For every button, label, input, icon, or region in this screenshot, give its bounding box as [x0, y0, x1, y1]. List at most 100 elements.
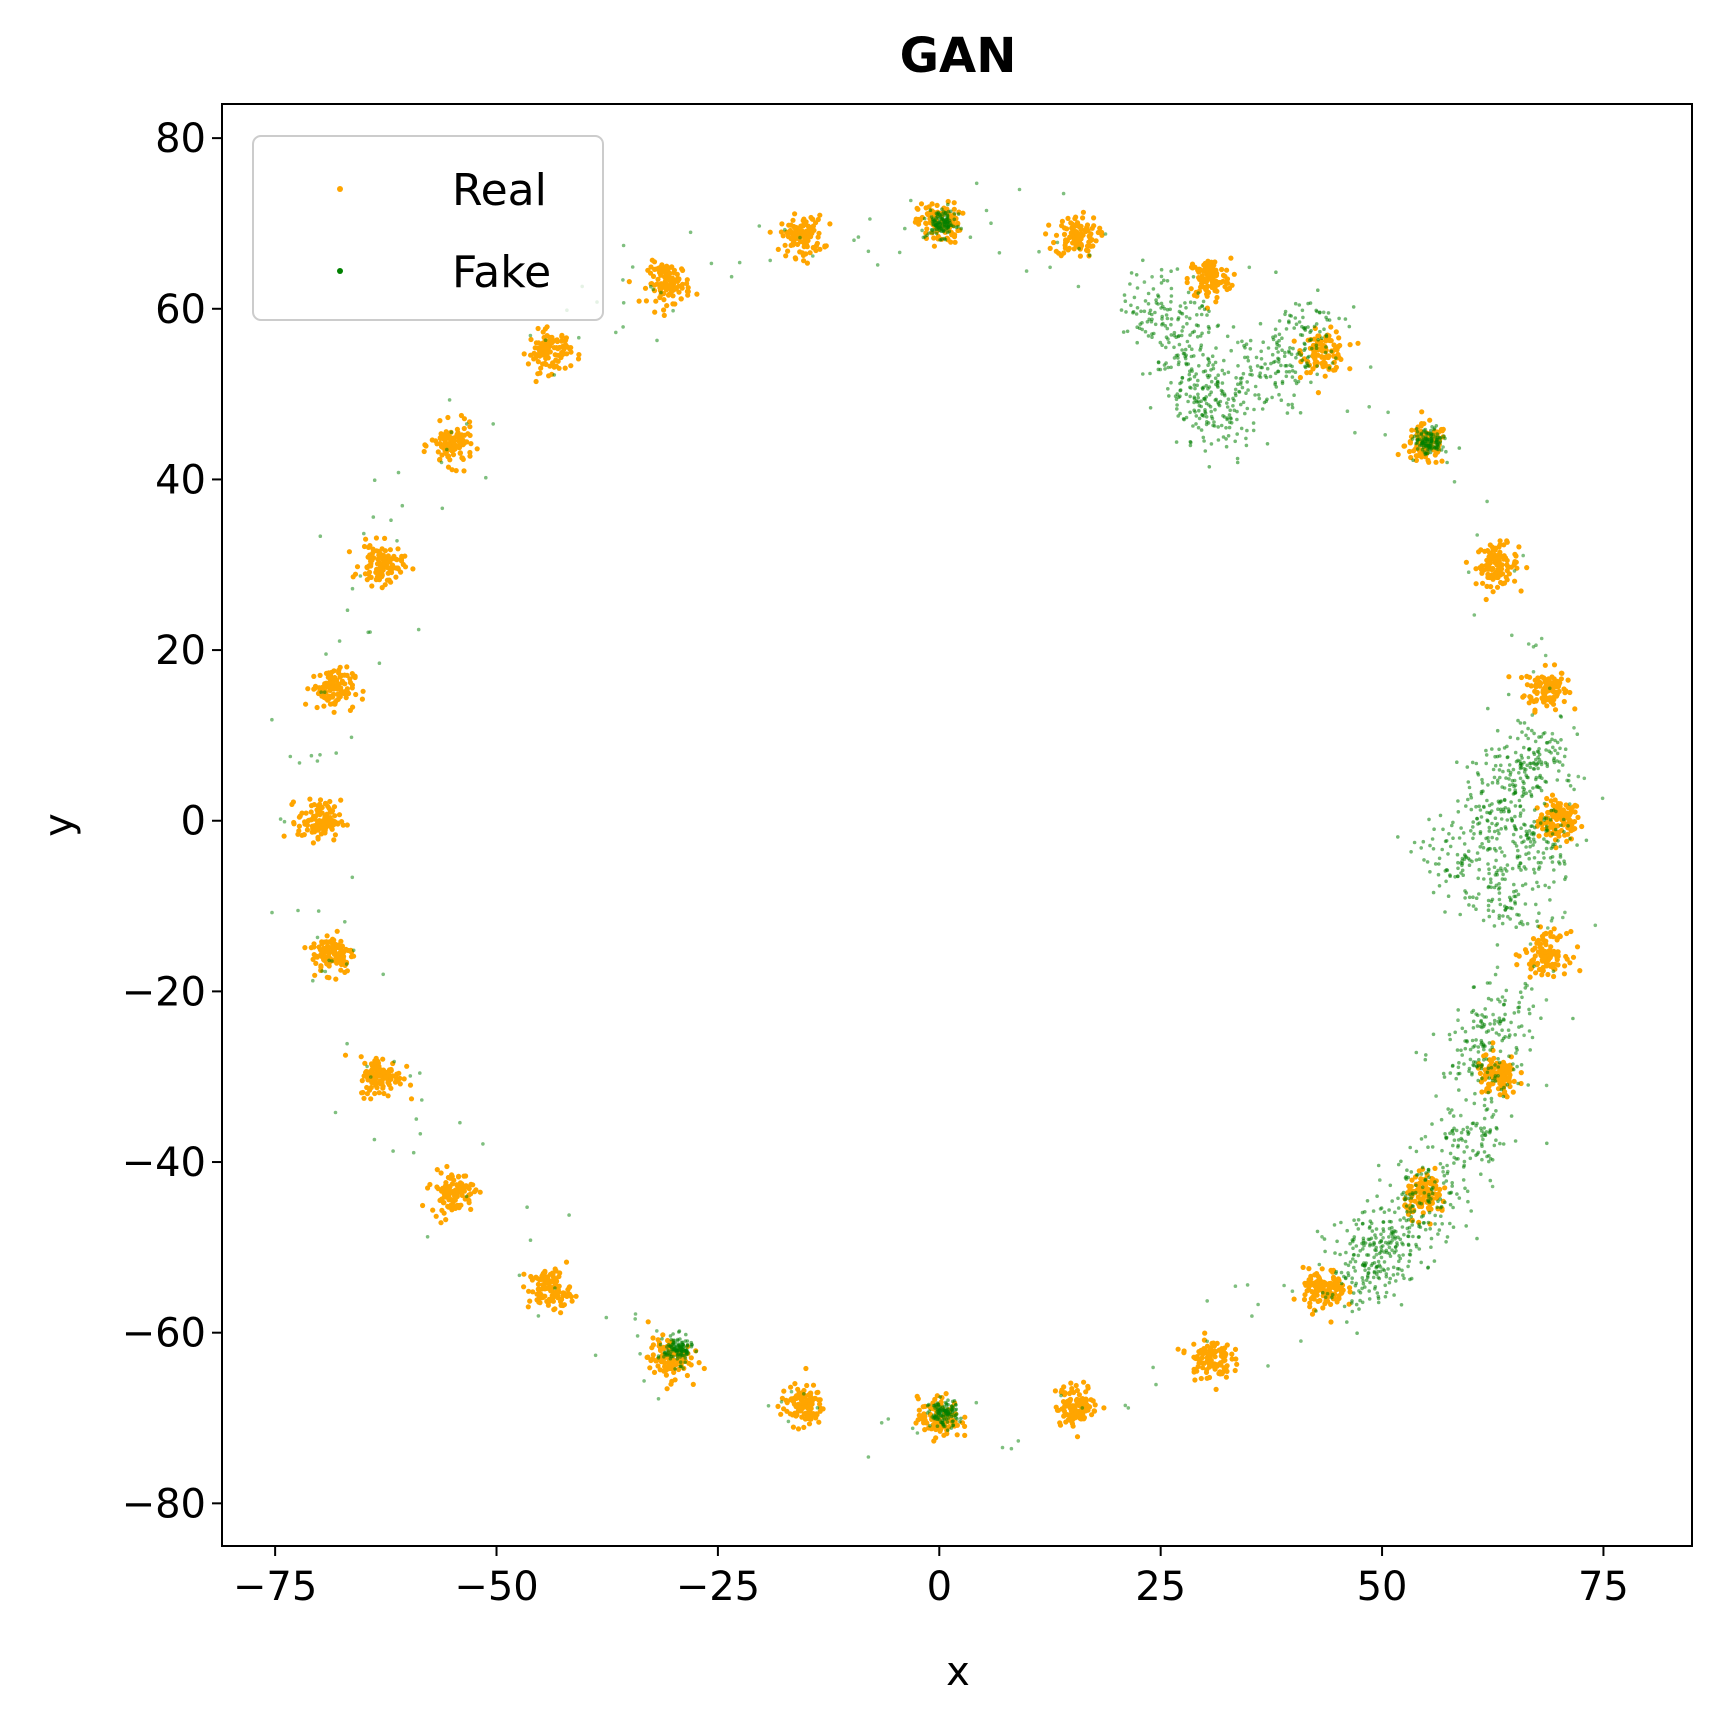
- fake-point: [1216, 425, 1220, 429]
- fake-point: [951, 1410, 955, 1415]
- fake-point: [1490, 1158, 1495, 1162]
- real-point: [446, 1204, 452, 1210]
- fake-point: [1297, 320, 1302, 324]
- fake-point: [1511, 782, 1515, 787]
- fake-point: [1425, 451, 1430, 456]
- real-point: [1222, 1357, 1228, 1363]
- fake-point: [1324, 345, 1328, 349]
- fake-point: [668, 1334, 673, 1338]
- real-point: [797, 249, 803, 255]
- fake-point: [1123, 299, 1128, 304]
- fake-point: [1536, 850, 1540, 854]
- real-point: [1488, 584, 1494, 590]
- fake-point: [1277, 344, 1281, 348]
- real-point: [1486, 1081, 1492, 1087]
- fake-point: [1430, 446, 1434, 450]
- real-point: [299, 810, 305, 816]
- fake-point: [1175, 407, 1179, 411]
- fake-point: [1538, 773, 1542, 778]
- fake-point: [927, 231, 931, 235]
- fake-point: [1497, 916, 1501, 920]
- real-point: [1232, 1346, 1239, 1352]
- real-point: [1075, 235, 1081, 241]
- fake-point: [662, 1355, 666, 1359]
- real-point: [311, 941, 317, 947]
- fake-point: [1165, 326, 1170, 331]
- fake-point: [1428, 450, 1433, 455]
- fake-point: [1467, 895, 1472, 900]
- real-point: [1210, 267, 1216, 273]
- fake-point: [1283, 364, 1288, 368]
- fake-point: [1419, 432, 1424, 437]
- fake-point: [1482, 1103, 1487, 1108]
- fake-point: [1408, 1145, 1412, 1150]
- real-point: [684, 280, 690, 287]
- fake-point: [1211, 423, 1215, 428]
- real-point: [1409, 427, 1415, 433]
- real-point: [305, 686, 311, 692]
- real-point: [372, 1090, 378, 1097]
- fake-point: [1482, 1047, 1486, 1052]
- fake-point: [1558, 853, 1563, 857]
- fake-point: [1450, 1108, 1454, 1112]
- fake-point: [1438, 813, 1443, 818]
- fake-point: [1528, 840, 1533, 844]
- fake-point: [939, 1420, 943, 1425]
- real-point: [543, 355, 549, 362]
- real-point: [331, 951, 337, 957]
- fake-point: [1575, 843, 1579, 847]
- real-point: [815, 1389, 821, 1395]
- fake-point: [1147, 317, 1151, 322]
- fake-point: [1222, 372, 1227, 376]
- real-point: [1436, 1191, 1442, 1197]
- real-point: [667, 278, 673, 284]
- fake-point: [1497, 1060, 1502, 1065]
- fake-point: [1519, 753, 1524, 758]
- real-point: [449, 467, 455, 473]
- real-point: [1524, 682, 1530, 688]
- fake-point: [1427, 817, 1431, 822]
- real-point: [310, 840, 316, 846]
- fake-point: [1316, 288, 1320, 293]
- real-point: [346, 549, 352, 555]
- fake-point: [1306, 355, 1310, 360]
- fake-point: [1532, 856, 1537, 860]
- fake-point: [1555, 759, 1559, 763]
- fake-point: [934, 1402, 938, 1407]
- fake-point: [933, 228, 937, 232]
- fake-point: [1496, 1074, 1500, 1078]
- fake-point: [1169, 322, 1173, 327]
- real-point: [1322, 373, 1328, 379]
- real-point: [393, 574, 399, 580]
- real-point: [814, 240, 821, 246]
- real-point: [1542, 662, 1548, 668]
- fake-point: [1536, 860, 1541, 865]
- fake-point: [1312, 324, 1317, 329]
- fake-point: [1458, 912, 1462, 917]
- fake-point: [959, 226, 963, 231]
- fake-point: [1421, 839, 1426, 844]
- fake-point: [1472, 1101, 1477, 1106]
- fake-point: [1463, 889, 1467, 893]
- fake-point: [1413, 1190, 1418, 1195]
- fake-point: [1553, 738, 1557, 743]
- real-point: [1512, 578, 1518, 584]
- real-point: [1544, 703, 1550, 709]
- real-point: [1231, 271, 1237, 277]
- fake-point: [1128, 282, 1132, 286]
- real-point: [1093, 238, 1099, 244]
- fake-point: [1188, 440, 1193, 444]
- real-point: [369, 583, 375, 589]
- fake-point: [1450, 823, 1454, 828]
- fake-point: [1467, 1066, 1472, 1071]
- real-point: [553, 363, 560, 369]
- fake-point: [1175, 392, 1180, 396]
- real-point: [385, 1071, 392, 1077]
- fake-point: [1488, 981, 1492, 985]
- fake-point: [1465, 765, 1470, 769]
- fake-point: [1508, 1033, 1512, 1037]
- real-point: [457, 450, 463, 456]
- fake-point: [1451, 1132, 1455, 1136]
- fake-point: [928, 208, 933, 212]
- fake-point: [1467, 1131, 1471, 1135]
